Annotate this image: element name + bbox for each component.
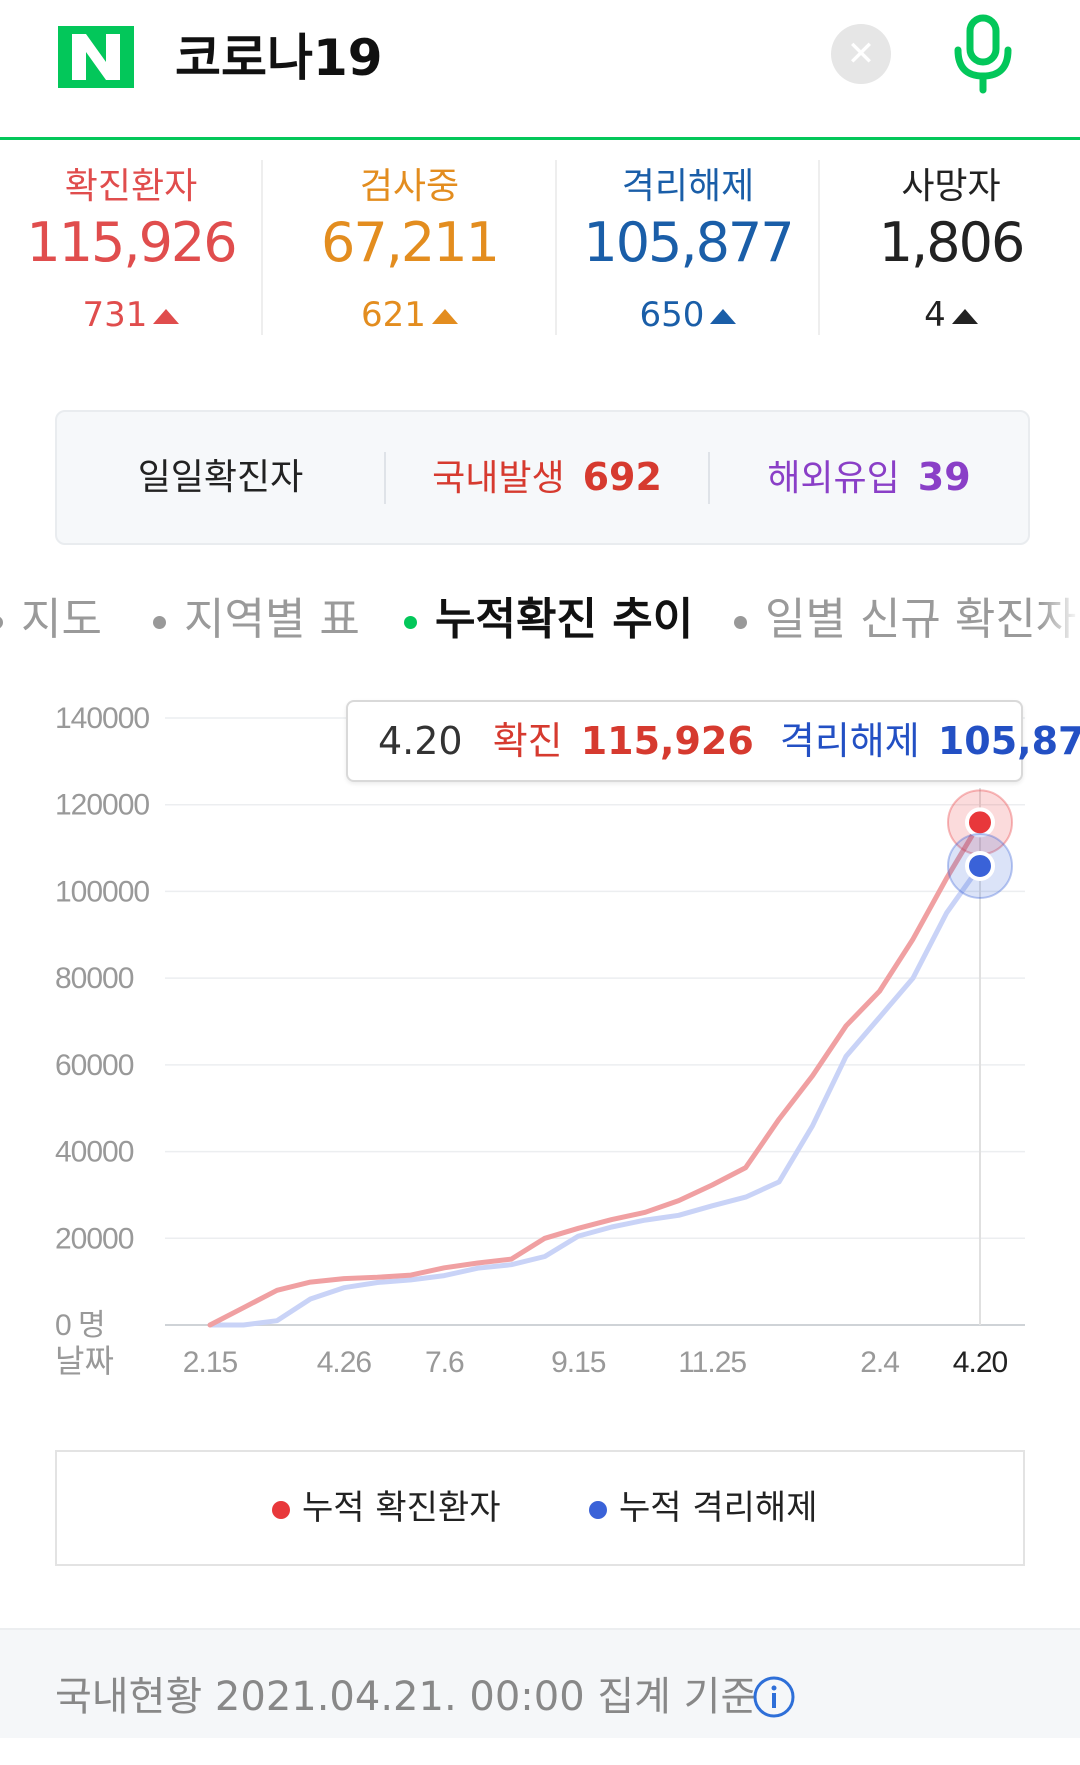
clear-search-button[interactable]: ✕ <box>831 24 891 84</box>
stat-label: 검사중 <box>359 166 460 207</box>
chart-tooltip: 4.20 확진 115,926 격리해제 105,877 <box>346 700 1080 782</box>
stat-value: 105,877 <box>583 211 794 274</box>
stat-label: 확진환자 <box>64 166 198 207</box>
domestic-label: 국내발생 <box>432 458 565 499</box>
divider <box>708 452 710 504</box>
tooltip-confirmed-value: 115,926 <box>580 719 754 763</box>
y-tick-label: 60000 <box>55 1049 134 1082</box>
bullet-icon <box>734 615 747 629</box>
info-icon[interactable] <box>752 1675 796 1719</box>
tooltip-confirmed-label: 확진 <box>492 719 563 763</box>
daily-domestic: 국내발생 692 <box>386 412 708 543</box>
data-point-1 <box>965 850 995 881</box>
divider <box>818 160 820 335</box>
footer: 국내현황 2021.04.21. 00:00 집계 기준 <box>0 1628 1080 1738</box>
close-icon: ✕ <box>846 34 876 74</box>
legend-dot-icon <box>272 1500 290 1519</box>
daily-confirmed-box: 일일확진자 국내발생 692 해외유입 39 <box>55 410 1030 545</box>
tooltip-released-value: 105,877 <box>937 719 1080 763</box>
triangle-up-icon <box>951 309 978 324</box>
stat-label: 격리해제 <box>621 166 755 207</box>
naver-logo-icon[interactable] <box>58 26 134 88</box>
microphone-icon[interactable] <box>948 14 1018 94</box>
series-line-0 <box>207 819 983 1328</box>
stat-value: 115,926 <box>26 211 237 274</box>
divider <box>261 160 263 335</box>
stat-delta: 650 <box>557 295 819 335</box>
tab-map[interactable]: 지도 <box>0 585 102 655</box>
y-tick-label: 100000 <box>55 875 149 908</box>
stat-delta: 621 <box>263 295 556 335</box>
x-tick-label: 4.20 <box>953 1346 1008 1379</box>
tabs-fade <box>1040 585 1080 655</box>
legend-dot-icon <box>589 1500 607 1519</box>
y-tick-label: 140000 <box>55 702 149 735</box>
tab-region-table[interactable]: 지역별 표 <box>153 585 360 655</box>
y-tick-label: 0 명 <box>55 1309 105 1342</box>
bullet-icon <box>0 615 3 629</box>
triangle-up-icon <box>153 309 180 324</box>
stat-delta: 4 <box>820 295 1080 335</box>
x-tick-label: 4.26 <box>317 1346 372 1379</box>
chart-legend: 누적 확진환자 누적 격리해제 <box>55 1450 1025 1566</box>
series-line-1 <box>207 863 983 1328</box>
overseas-value: 39 <box>917 455 971 499</box>
triangle-up-icon <box>710 309 737 324</box>
legend-released[interactable]: 누적 격리해제 <box>589 1452 818 1564</box>
bullet-icon <box>153 615 166 629</box>
tooltip-released-label: 격리해제 <box>779 719 920 763</box>
chart-tabs: 지도 지역별 표 누적확진 추이 일별 신규 확진자 <box>0 585 1080 655</box>
daily-overseas: 해외유입 39 <box>710 412 1028 543</box>
search-input[interactable]: 코로나19 <box>175 29 383 87</box>
x-tick-label: 7.6 <box>425 1346 464 1379</box>
tab-cumulative-trend[interactable]: 누적확진 추이 <box>404 585 693 655</box>
x-axis-label: 날짜 <box>55 1342 114 1380</box>
x-tick-label: 2.15 <box>183 1346 238 1379</box>
domestic-value: 692 <box>582 455 662 499</box>
tooltip-date: 4.20 <box>378 719 463 763</box>
legend-confirmed[interactable]: 누적 확진환자 <box>272 1452 501 1564</box>
x-tick-label: 2.4 <box>860 1346 899 1379</box>
stat-delta: 731 <box>0 295 262 335</box>
x-tick-label: 9.15 <box>551 1346 606 1379</box>
cumulative-chart[interactable]: 0 명 20000 40000 60000 80000 100000 120000 14000… <box>0 690 1080 1390</box>
daily-label: 일일확진자 <box>137 457 304 498</box>
stat-confirmed: 확진환자 115,926 731 <box>0 145 262 335</box>
stat-label: 사망자 <box>901 166 1001 207</box>
y-tick-label: 120000 <box>55 789 149 822</box>
bullet-icon <box>404 615 417 629</box>
y-tick-label: 20000 <box>55 1222 134 1255</box>
x-tick-label: 11.25 <box>678 1346 746 1379</box>
overseas-label: 해외유입 <box>767 458 900 499</box>
stat-deaths: 사망자 1,806 4 <box>820 145 1080 335</box>
stat-released: 격리해제 105,877 650 <box>557 145 819 335</box>
divider <box>555 160 557 335</box>
footer-text: 국내현황 2021.04.21. 00:00 집계 기준 <box>55 1674 758 1720</box>
tab-daily-new[interactable]: 일별 신규 확진자 <box>734 585 1076 655</box>
divider <box>384 452 386 504</box>
stat-value: 67,211 <box>321 211 500 274</box>
y-tick-label: 80000 <box>55 962 134 995</box>
data-point-0 <box>965 807 995 838</box>
stats-summary: 확진환자 115,926 731 검사중 67,211 621 격리해제 105… <box>0 145 1080 340</box>
y-tick-label: 40000 <box>55 1136 134 1169</box>
search-header: 코로나19 ✕ <box>0 0 1080 140</box>
triangle-up-icon <box>431 309 458 324</box>
stat-testing: 검사중 67,211 621 <box>263 145 556 335</box>
stat-value: 1,806 <box>878 211 1026 274</box>
